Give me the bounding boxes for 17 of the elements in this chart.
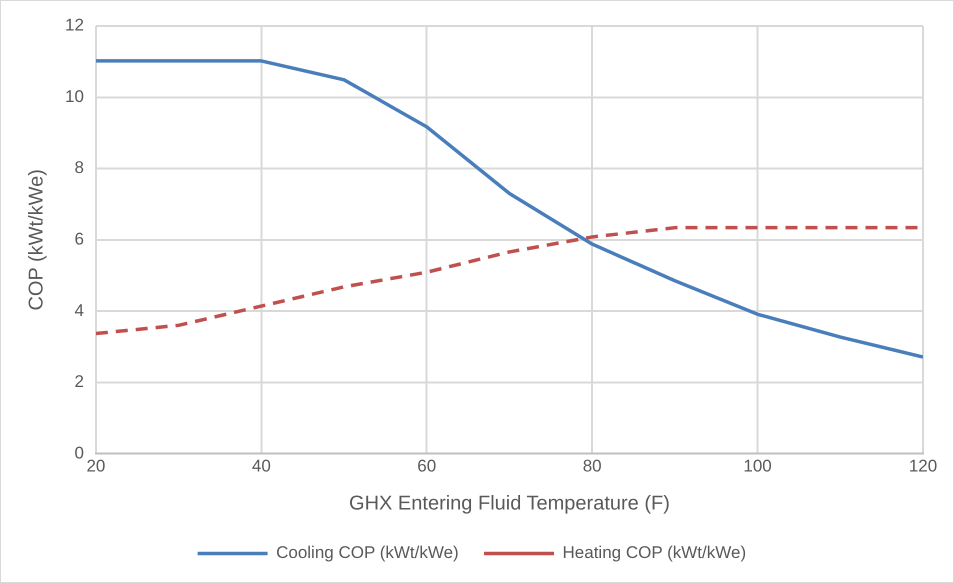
x-tick-label: 100 [743,456,772,476]
y-tick-label: 2 [74,372,84,392]
y-tick-label: 0 [74,443,84,462]
y-tick-label: 4 [74,300,84,320]
x-tick-label: 40 [252,456,271,476]
y-tick-label: 10 [64,86,84,106]
x-tick-label: 80 [582,456,602,476]
y-axis-title: COP (kWt/kWe) [26,169,48,311]
y-tick-label: 6 [74,229,84,248]
y-tick-label: 12 [64,16,84,35]
x-tick-label: 20 [86,456,106,476]
legend-label: Cooling COP (kWt/kWe) [276,543,459,562]
x-tick-label: 60 [417,456,436,476]
y-tick-label: 8 [74,158,84,178]
legend-label: Heating COP (kWt/kWe) [562,543,746,562]
x-tick-label: 120 [908,456,938,476]
x-axis-title: GHX Entering Fluid Temperature (F) [349,492,670,515]
